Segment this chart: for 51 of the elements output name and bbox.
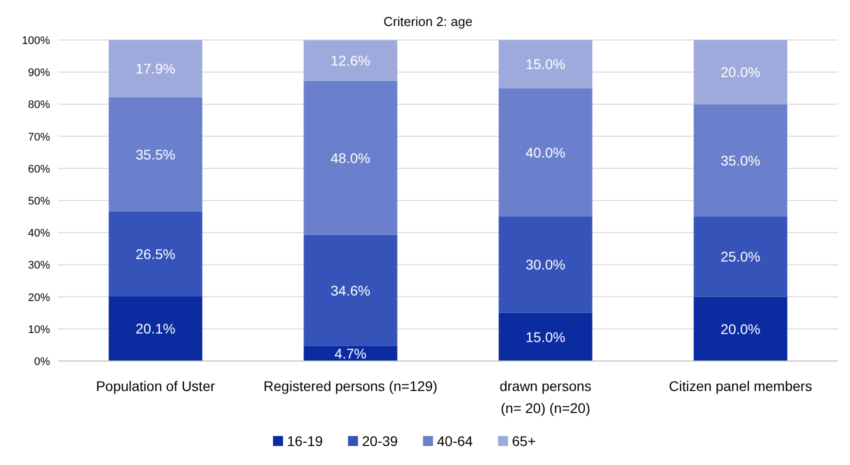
data-label: 4.7% [334, 345, 366, 362]
y-tick-label: 100% [22, 35, 50, 47]
y-tick-label: 50% [28, 196, 50, 208]
data-label: 12.6% [330, 52, 370, 69]
data-label: 30.0% [526, 256, 566, 273]
data-label: 25.0% [720, 248, 760, 265]
x-tick-label: Registered persons (n=129) [264, 378, 438, 394]
y-tick-label: 60% [28, 163, 50, 176]
bar [108, 97, 202, 212]
data-label: 20.0% [720, 320, 760, 337]
bar [304, 80, 398, 235]
legend-label: 16-19 [287, 433, 324, 449]
data-label: 40.0% [526, 144, 566, 160]
y-tick-label: 10% [28, 324, 50, 336]
y-tick-label: 0% [34, 356, 50, 368]
bar [694, 40, 788, 104]
legend-label: 40-64 [437, 433, 474, 449]
x-tick-label: Citizen panel members [668, 378, 812, 394]
bar [498, 216, 592, 313]
y-tick-label: 30% [28, 260, 50, 272]
data-label: 35.5% [136, 146, 176, 162]
bar [498, 312, 592, 361]
bar [108, 296, 202, 361]
data-label: 34.6% [330, 282, 370, 298]
y-tick-label: 80% [28, 99, 50, 112]
y-tick-label: 90% [28, 67, 50, 80]
data-label: 48.0% [330, 150, 370, 166]
bar [694, 216, 788, 297]
data-label: 17.9% [136, 60, 176, 77]
chart-title: Criterion 2: age [384, 14, 472, 29]
data-label: 20.0% [720, 64, 760, 80]
x-tick-label: Population of Uster [96, 378, 216, 394]
y-tick-label: 40% [28, 228, 50, 240]
bar [694, 296, 788, 361]
bar [694, 104, 788, 217]
legend-label: 20-39 [362, 433, 398, 449]
data-label: 35.0% [720, 152, 760, 168]
bar [498, 88, 592, 217]
bar [108, 211, 202, 296]
data-label: 26.5% [136, 246, 176, 262]
bar [304, 40, 398, 81]
x-tick-label: drawn persons (n= 20) (n=20) [500, 378, 592, 416]
bar [304, 234, 398, 346]
legend-label: 65+ [512, 433, 536, 449]
bar [498, 40, 592, 88]
y-tick-label: 70% [28, 131, 50, 144]
bar [108, 40, 202, 98]
data-label: 15.0% [526, 56, 566, 72]
data-label: 20.1% [136, 320, 176, 337]
data-label: 15.0% [526, 328, 566, 345]
y-tick-label: 20% [28, 292, 50, 304]
